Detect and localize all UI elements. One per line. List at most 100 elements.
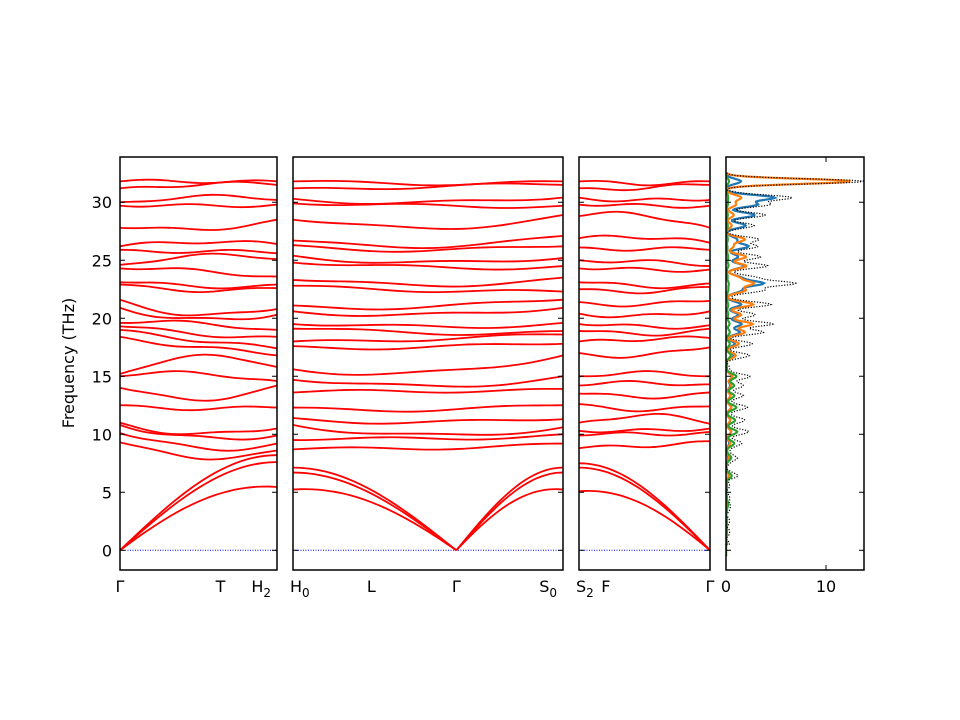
band-line xyxy=(120,319,277,331)
x-tick-label: Γ xyxy=(452,577,461,596)
band-line xyxy=(579,431,710,437)
band-line xyxy=(579,179,710,187)
band-line xyxy=(579,183,710,192)
band-line xyxy=(293,433,563,441)
band-line xyxy=(120,240,277,248)
band-line xyxy=(293,442,563,451)
acoustic-band-line xyxy=(293,466,457,551)
band-line xyxy=(579,391,710,400)
band-line xyxy=(120,421,277,436)
band-panel-3: S2 F Γ xyxy=(576,156,715,600)
band-line xyxy=(293,234,563,249)
y-tick-label: 10 xyxy=(92,425,112,444)
band-lines xyxy=(120,178,277,552)
band-line xyxy=(579,203,710,209)
band-line xyxy=(293,375,563,388)
panel-frame xyxy=(292,156,564,571)
band-line xyxy=(293,354,563,376)
band-line xyxy=(579,346,710,359)
y-tick-label: 20 xyxy=(92,309,112,328)
band-line xyxy=(293,342,563,351)
band-line xyxy=(120,335,277,357)
band-line xyxy=(293,276,563,288)
band-line xyxy=(579,380,710,387)
band-line xyxy=(293,387,563,394)
y-tick-label: 15 xyxy=(92,367,112,386)
band-line xyxy=(293,244,563,253)
band-line xyxy=(579,196,710,203)
dos-x-tick-label: 10 xyxy=(816,577,836,596)
band-line xyxy=(293,322,563,329)
band-line xyxy=(120,298,277,317)
dos-frame xyxy=(725,156,865,571)
band-line xyxy=(293,202,563,209)
band-line xyxy=(120,193,277,204)
band-line xyxy=(120,384,277,402)
band-lines xyxy=(579,179,710,551)
band-line xyxy=(579,440,710,450)
band-line xyxy=(120,306,277,321)
band-line xyxy=(293,182,563,191)
y-tick-label: 30 xyxy=(92,193,112,212)
band-line xyxy=(293,404,563,413)
band-line xyxy=(293,196,563,205)
band-line xyxy=(579,327,710,337)
band-line xyxy=(293,327,563,336)
dos-panel: 0 10 xyxy=(721,156,865,596)
acoustic-band-line xyxy=(120,454,277,551)
x-tick-label: T xyxy=(215,577,226,596)
band-line xyxy=(579,335,710,343)
band-line xyxy=(293,284,563,294)
band-line xyxy=(120,328,277,350)
band-line xyxy=(579,210,710,229)
band-line xyxy=(293,306,563,317)
band-line xyxy=(293,417,563,425)
y-tick-label: 5 xyxy=(102,483,112,502)
band-line xyxy=(579,246,710,252)
band-line xyxy=(293,333,563,343)
band-line xyxy=(120,252,277,266)
band-line xyxy=(293,254,563,264)
band-line xyxy=(120,203,277,209)
band-line xyxy=(293,298,563,311)
acoustic-band-line xyxy=(455,488,563,551)
band-line xyxy=(120,404,277,412)
band-line xyxy=(293,424,563,436)
band-line xyxy=(120,218,277,231)
band-line xyxy=(293,261,563,271)
x-tick-label: F xyxy=(601,577,610,596)
panel-frame xyxy=(578,156,711,571)
x-tick-subscript: 0 xyxy=(549,586,557,600)
band-panel-2: H0 L Γ S0 xyxy=(290,156,564,600)
band-line xyxy=(120,180,277,190)
acoustic-band-line xyxy=(293,488,457,552)
acoustic-band-line xyxy=(579,462,710,551)
band-line xyxy=(579,266,710,273)
x-tick-subscript: 0 xyxy=(302,586,310,600)
x-tick-label: Γ xyxy=(706,577,715,596)
acoustic-band-line xyxy=(579,489,710,551)
band-line xyxy=(120,281,277,290)
acoustic-band-line xyxy=(293,471,457,552)
band-line xyxy=(293,214,563,230)
panel-frame xyxy=(119,156,278,571)
band-line xyxy=(120,441,277,461)
x-tick-subscript: 2 xyxy=(263,586,271,600)
x-tick-subscript: 2 xyxy=(586,586,594,600)
band-line xyxy=(120,325,277,339)
x-tick-label: L xyxy=(367,577,376,596)
band-line xyxy=(579,412,710,425)
band-line xyxy=(579,299,710,308)
band-line xyxy=(579,323,710,330)
acoustic-band-line xyxy=(455,471,563,551)
y-axis-label: Frequency (THz) xyxy=(59,298,78,428)
band-line xyxy=(579,427,710,434)
band-line xyxy=(579,403,710,413)
y-tick-label: 0 xyxy=(102,541,112,560)
band-line xyxy=(579,286,710,295)
acoustic-band-line xyxy=(120,485,277,552)
